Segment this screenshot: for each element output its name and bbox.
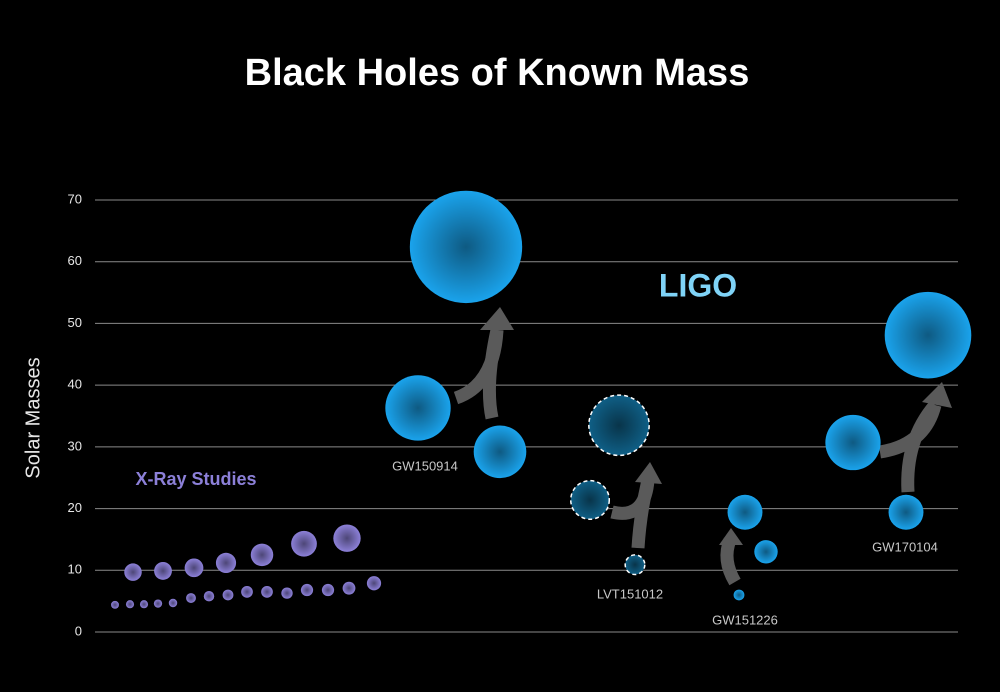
bubble-shade: [733, 589, 745, 601]
series-label: LVT151012: [597, 586, 663, 601]
bubble-shade: [727, 494, 763, 530]
bubble-shade: [588, 395, 650, 456]
series-label: GW150914: [392, 458, 458, 473]
chart-title: Black Holes of Known Mass: [245, 52, 750, 94]
arrow: [482, 328, 504, 420]
bubble-shade: [154, 561, 172, 580]
bubble-shade: [184, 558, 204, 578]
bubble-shade: [366, 576, 382, 591]
bubble-shade: [342, 581, 356, 595]
bubble-shade: [300, 583, 314, 597]
bubble-shade: [333, 524, 361, 552]
bubble-shade: [215, 552, 237, 573]
y-tick-label: 60: [68, 253, 82, 268]
bubble-shade: [111, 600, 119, 609]
bubble-shade: [203, 590, 215, 602]
arrows: [453, 307, 952, 586]
bubble-shade: [884, 291, 972, 379]
arrow: [720, 537, 741, 586]
bubble-shade: [825, 414, 881, 471]
bubble-shade: [124, 563, 142, 581]
bubble-shade: [261, 586, 273, 598]
y-tick-label: 20: [68, 500, 82, 515]
series-label: GW170104: [872, 539, 938, 554]
arrow-head: [635, 462, 662, 484]
y-tick-label: 30: [68, 438, 82, 453]
series-label: X-Ray Studies: [135, 469, 256, 489]
series-label: GW151226: [712, 612, 778, 627]
bubble-shade: [385, 375, 451, 441]
y-axis-label: Solar Masses: [22, 357, 44, 478]
y-tick-label: 50: [68, 315, 82, 330]
bubble-shade: [281, 587, 293, 599]
bubble-shade: [222, 589, 234, 601]
bubble-shade: [291, 530, 317, 557]
y-tick-label: 70: [68, 191, 82, 206]
bubble-shade: [125, 600, 135, 609]
bubble-shade: [241, 586, 253, 598]
arrow-head: [922, 382, 952, 408]
bubble-shade: [186, 593, 196, 604]
bubble-shade: [888, 494, 924, 530]
bubble-shade: [321, 583, 335, 597]
y-tick-label: 10: [68, 562, 82, 577]
bubble-shade: [409, 190, 523, 304]
bubble-shade: [570, 480, 610, 520]
bubble-shade: [168, 598, 178, 608]
arrow-head: [719, 528, 743, 545]
annotation: LIGO: [659, 267, 737, 303]
arrow-head: [480, 307, 514, 330]
bubble-shade: [153, 599, 163, 608]
y-tick-label: 0: [75, 623, 82, 638]
arrow: [901, 400, 941, 493]
bubble-shade: [625, 554, 645, 575]
bubble-shade: [754, 540, 778, 564]
arrow: [631, 478, 655, 549]
bubble-shade: [250, 543, 274, 567]
bubble-shade: [139, 600, 149, 609]
y-tick-label: 40: [68, 377, 82, 392]
bubble-shade: [473, 425, 527, 479]
